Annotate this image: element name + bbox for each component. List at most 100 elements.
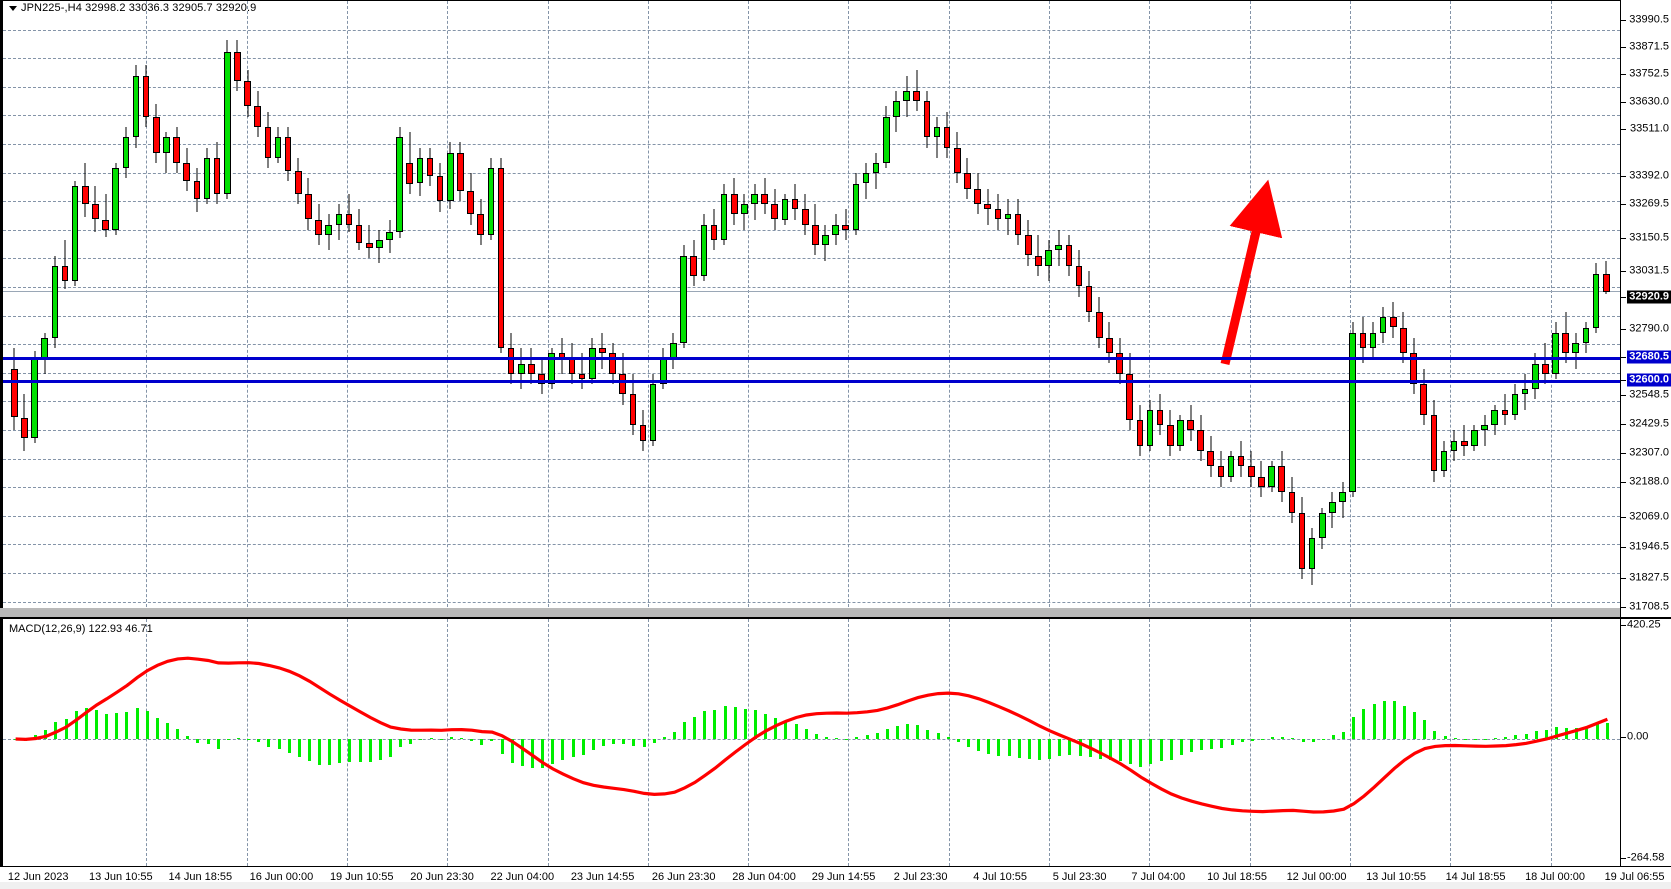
macd-histogram-bar (865, 735, 869, 739)
candlestick (1410, 1, 1417, 618)
gridline-v (1450, 619, 1452, 866)
candlestick (903, 1, 910, 618)
macd-histogram-bar (1362, 708, 1366, 739)
axis-tick (1621, 625, 1626, 626)
macd-histogram-bar (652, 739, 656, 743)
macd-histogram-bar (906, 724, 910, 739)
macd-histogram-bar (1220, 739, 1224, 748)
gridline-h (3, 58, 1620, 60)
candlestick (649, 1, 657, 618)
axis-tick (1621, 20, 1626, 21)
macd-histogram-bar (206, 739, 210, 745)
time-axis-label: 20 Jun 23:30 (410, 871, 474, 883)
candlestick (619, 1, 627, 618)
macd-histogram-bar (257, 739, 261, 742)
macd-histogram-bar (236, 737, 240, 739)
axis-price-label: 33269.5 (1629, 197, 1669, 210)
time-axis-label: 13 Jun 10:55 (89, 871, 153, 883)
time-axis-label: 10 Jul 18:55 (1207, 871, 1267, 883)
macd-histogram-bar (84, 708, 88, 739)
gridline-v (547, 1, 549, 617)
axis-tick (1621, 578, 1626, 579)
candlestick (761, 1, 768, 618)
candlestick (1491, 1, 1498, 618)
macd-histogram-bar (662, 737, 666, 739)
axis-tick (1621, 329, 1626, 330)
level-price-label[interactable]: 32600.0 (1627, 373, 1671, 387)
macd-histogram-bar (966, 739, 970, 747)
support-line[interactable] (3, 380, 1620, 383)
macd-indicator-pane[interactable]: MACD(12,26,9) 122.93 46.71 (0, 617, 1652, 866)
time-axis-label: 12 Jun 2023 (7, 871, 69, 883)
candlestick (21, 1, 28, 618)
macd-histogram-bar (754, 710, 757, 739)
candlestick (883, 1, 890, 618)
candlestick (51, 1, 59, 618)
macd-histogram-bar (378, 739, 382, 760)
time-axis-label: 29 Jun 14:55 (811, 871, 876, 883)
price-axis[interactable]: 33990.5 33871.5 33752.5 33630.0 33511.0 33392… (1620, 0, 1671, 866)
macd-histogram-bar (24, 739, 27, 741)
gridline-h (3, 144, 1620, 145)
macd-histogram-bar (44, 730, 48, 739)
macd-histogram-bar (389, 739, 392, 757)
macd-histogram-bar (571, 739, 575, 758)
candlestick (639, 1, 647, 618)
current-price-line (3, 291, 1620, 293)
macd-legend: MACD(12,26,9) 122.93 46.71 (9, 623, 153, 635)
macd-histogram-bar (277, 739, 281, 749)
axis-tick (1621, 547, 1626, 548)
gridline-h (3, 544, 1620, 546)
candlestick (1521, 1, 1529, 618)
macd-histogram-bar (480, 739, 484, 745)
candlestick (355, 1, 363, 618)
macd-histogram-bar (622, 739, 626, 745)
level-price-label[interactable]: 32680.5 (1627, 350, 1671, 364)
candlestick (507, 1, 515, 618)
time-axis-label: 7 Jul 04:00 (1131, 871, 1186, 883)
candlestick (1440, 1, 1448, 618)
resistance-line[interactable] (3, 357, 1620, 360)
macd-histogram-bar (409, 739, 413, 744)
candlestick (92, 1, 99, 618)
axis-tick (1621, 176, 1626, 177)
macd-histogram-bar (1514, 735, 1518, 739)
candlestick (720, 1, 728, 618)
candlestick (1349, 1, 1357, 618)
current-price-label[interactable]: 32920.9 (1627, 290, 1671, 304)
macd-histogram-bar (1484, 739, 1487, 740)
candlestick (1359, 1, 1367, 618)
macd-histogram-bar (804, 728, 808, 739)
candlestick (1379, 1, 1387, 618)
candlestick (1542, 1, 1549, 618)
candlestick (700, 1, 708, 618)
candlestick (477, 1, 485, 618)
candlestick (173, 1, 180, 618)
candlestick (1511, 1, 1519, 618)
macd-histogram-bar (733, 707, 737, 739)
macd-histogram-bar (439, 739, 443, 740)
gridline-v (1349, 1, 1351, 617)
macd-histogram-bar (358, 739, 362, 763)
macd-histogram-bar (1017, 739, 1021, 758)
candlestick (406, 1, 414, 618)
candlestick (436, 1, 444, 618)
macd-histogram-bar (399, 739, 403, 747)
candlestick (234, 1, 241, 618)
macd-histogram-bar (1149, 739, 1153, 764)
price-chart-pane[interactable]: JPN225-,H4 32998.2 33036.3 32905.7 32920… (0, 0, 1652, 618)
macd-histogram-bar (683, 721, 686, 739)
time-axis-label: 19 Jul 06:55 (1604, 871, 1665, 883)
collapse-caret-icon[interactable] (9, 5, 17, 11)
macd-histogram-bar (135, 707, 139, 739)
candlestick (152, 1, 160, 618)
gridline-h (3, 258, 1620, 260)
candlestick (1592, 1, 1600, 618)
gridline-h (3, 401, 1620, 403)
gridline-v (447, 1, 449, 617)
candlestick (122, 1, 130, 618)
candlestick (801, 1, 809, 618)
candlestick (1024, 1, 1032, 618)
gridline-v (647, 619, 649, 866)
axis-price-label: 31708.5 (1629, 600, 1669, 613)
